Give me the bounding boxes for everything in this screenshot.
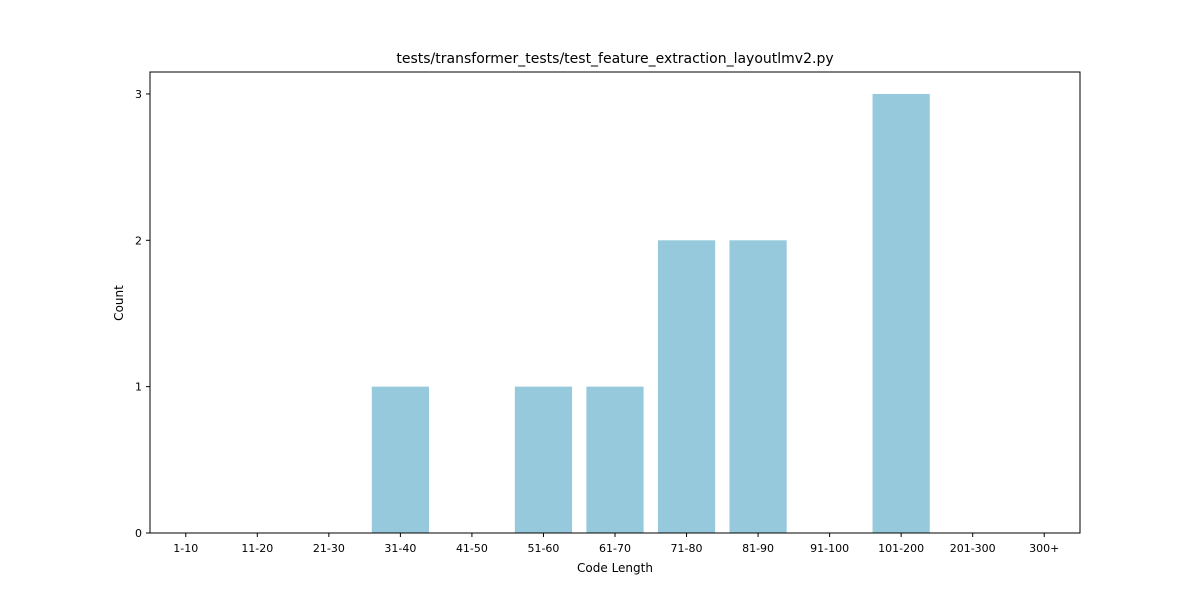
bar-61-70 — [586, 386, 644, 533]
x-tick-label: 61-70 — [599, 542, 631, 555]
x-tick-label: 51-60 — [527, 542, 559, 555]
y-tick-label: 3 — [135, 88, 142, 101]
x-tick-label: 1-10 — [173, 542, 198, 555]
bars-group — [371, 93, 930, 534]
y-axis-label: Count — [112, 285, 126, 321]
y-axis-ticks: 0 1 2 3 — [135, 88, 150, 540]
y-tick-label: 1 — [135, 381, 142, 394]
y-tick-label: 0 — [135, 527, 142, 540]
bar-71-80 — [657, 240, 716, 534]
x-axis-label: Code Length — [577, 561, 653, 575]
bar-101-200 — [872, 93, 930, 533]
x-tick-label: 91-100 — [810, 542, 849, 555]
x-tick-label: 71-80 — [671, 542, 703, 555]
x-tick-label: 41-50 — [456, 542, 488, 555]
x-tick-label: 201-300 — [950, 542, 996, 555]
x-tick-label: 11-20 — [241, 542, 273, 555]
x-tick-label: 300+ — [1029, 542, 1059, 555]
x-tick-label: 21-30 — [313, 542, 345, 555]
x-tick-label: 31-40 — [384, 542, 416, 555]
y-tick-label: 2 — [135, 234, 142, 247]
bar-51-60 — [514, 386, 573, 533]
x-tick-label: 101-200 — [878, 542, 924, 555]
chart-title: tests/transformer_tests/test_feature_ext… — [396, 51, 833, 67]
x-tick-label: 81-90 — [742, 542, 774, 555]
bar-81-90 — [729, 240, 787, 534]
bar-31-40 — [371, 386, 429, 533]
x-axis-ticks: 1-10 11-20 21-30 31-40 41-50 51-60 61-70 71-80 8… — [173, 533, 1059, 555]
